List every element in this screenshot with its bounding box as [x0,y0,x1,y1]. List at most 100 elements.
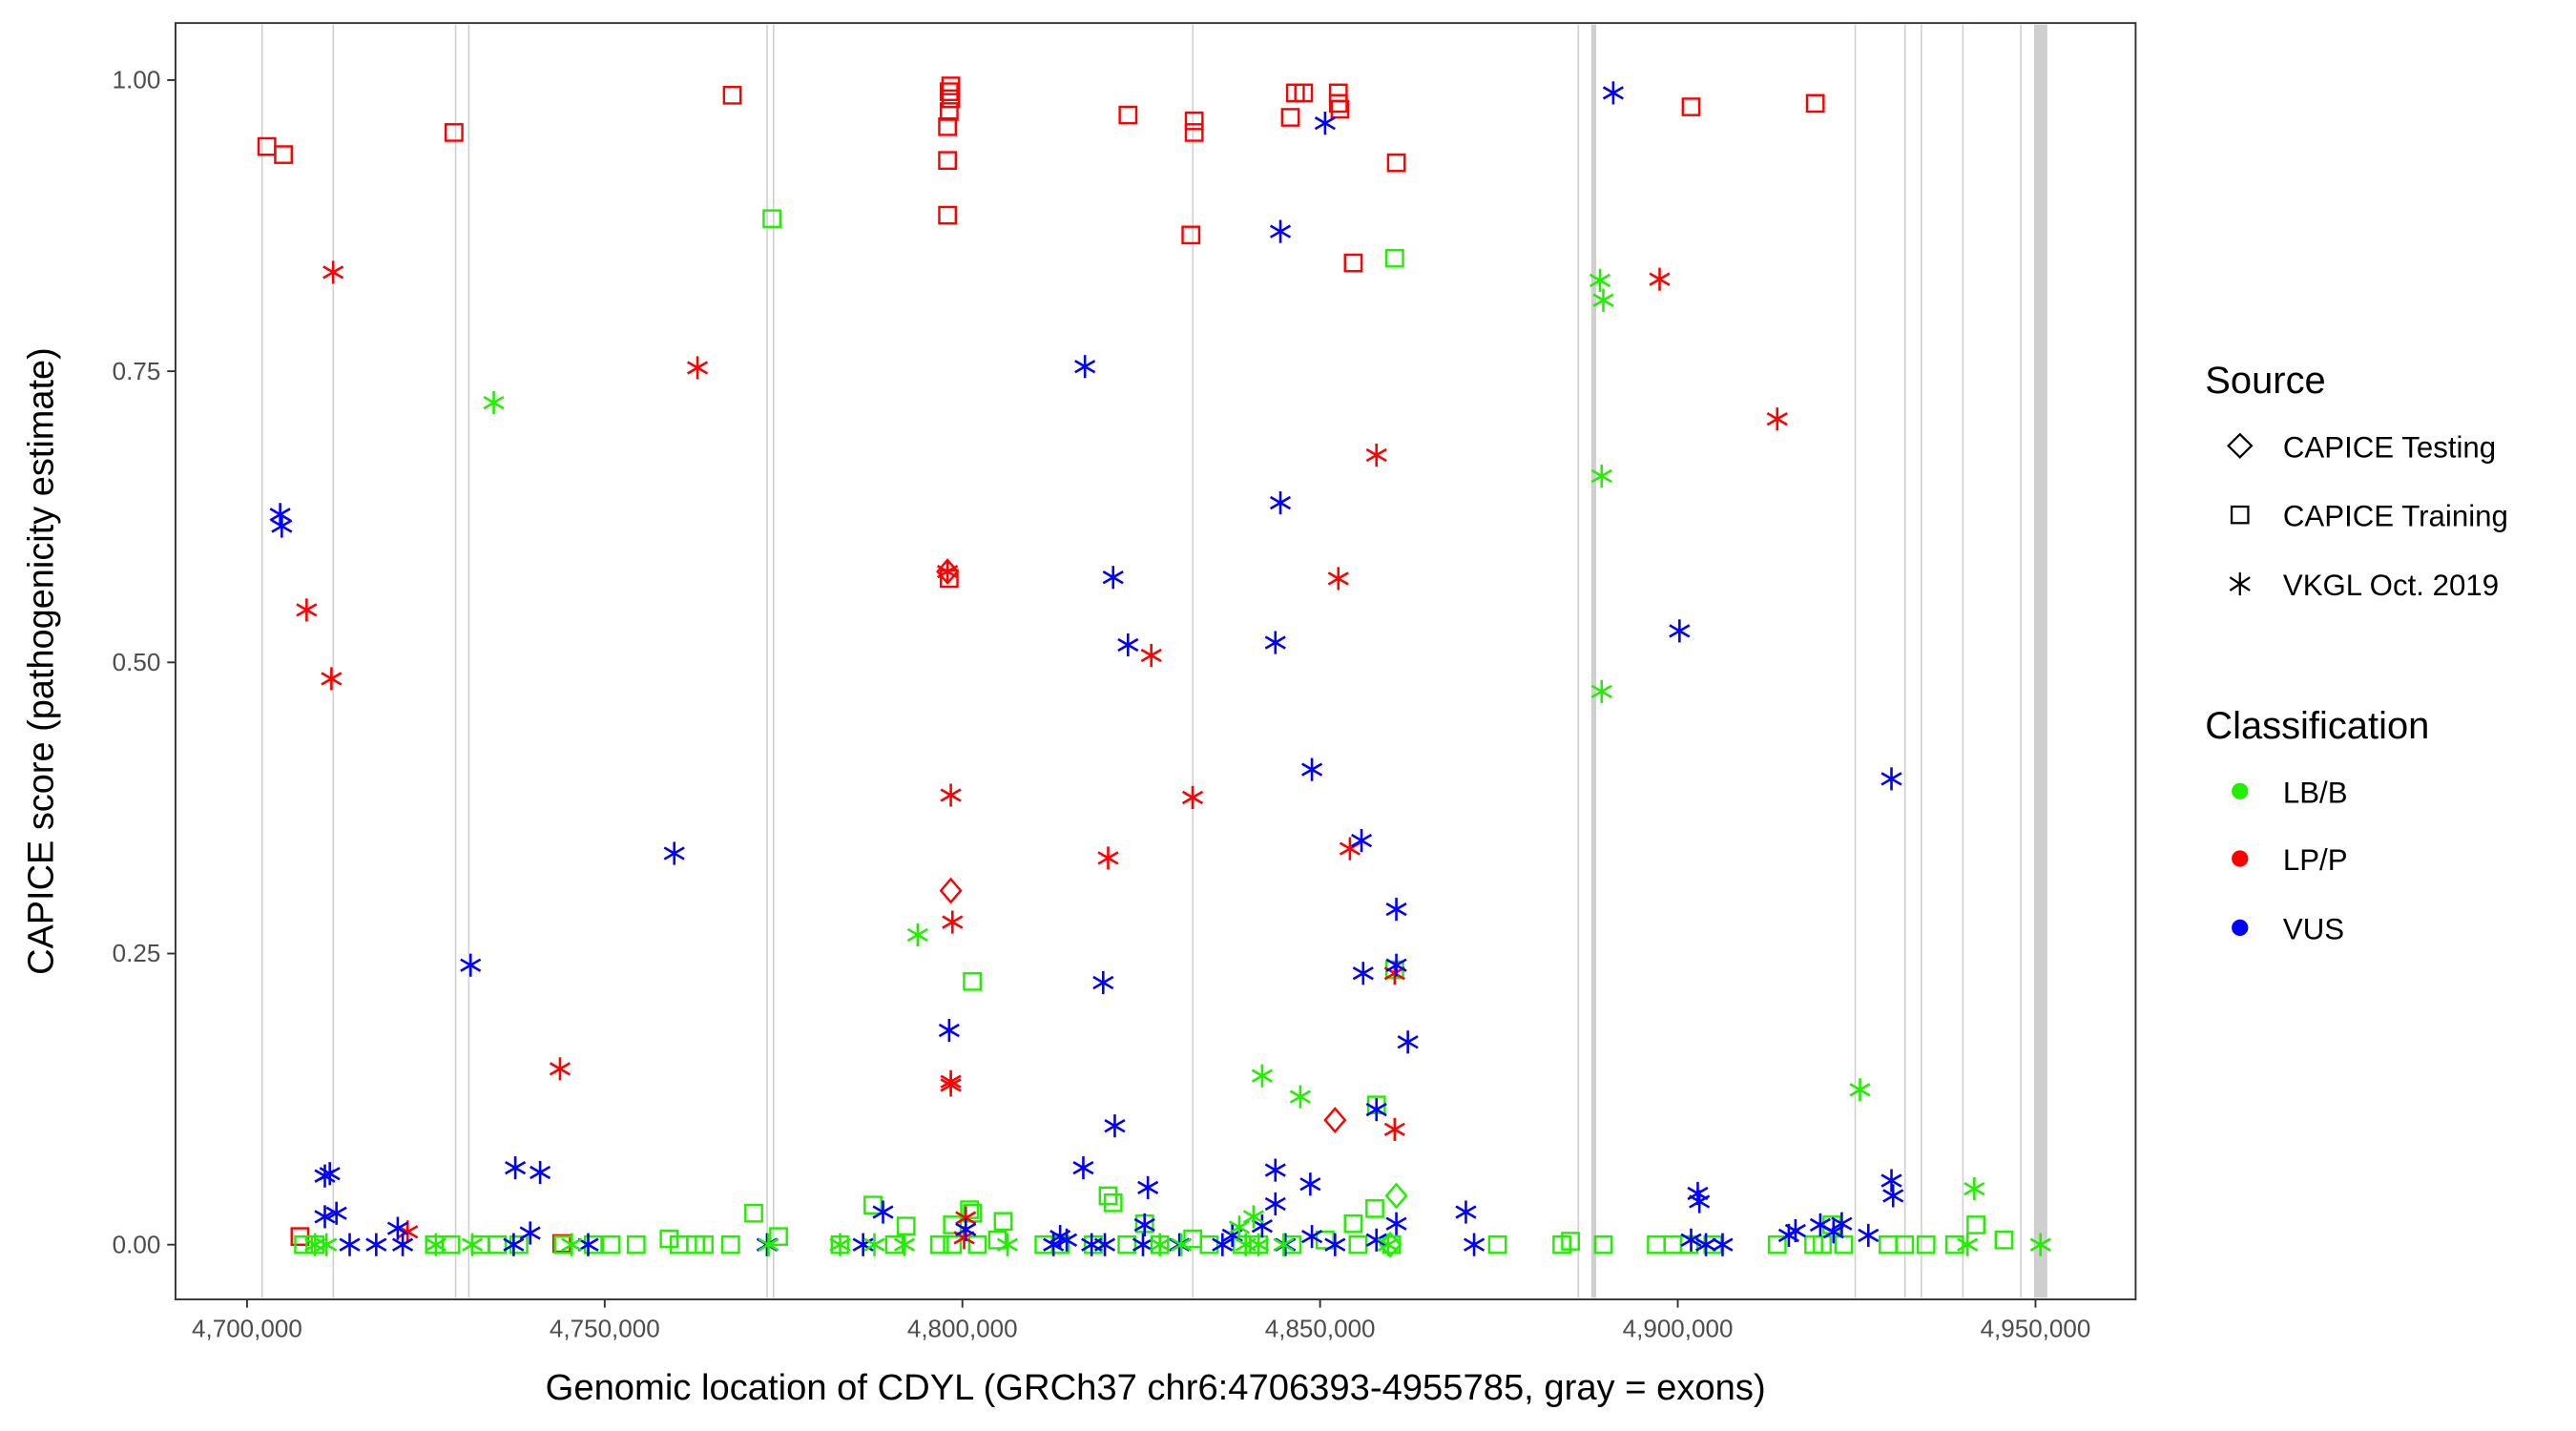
data-point-vkgl-vus [1455,1200,1477,1224]
data-point-vkgl-vus [365,1233,387,1256]
asterisk-stroke [425,1237,447,1252]
asterisk-stroke [893,1237,916,1252]
y-tick-label: 0.75 [113,359,161,385]
asterisk-stroke [1289,1089,1311,1104]
data-point-vkgl-lbb [1592,288,1614,312]
data-point-vkgl-vus [519,1221,541,1245]
data-point-vkgl-lpp [549,1057,571,1081]
asterisk-stroke [1092,975,1114,990]
data-point-vkgl-vus [1264,1192,1286,1216]
exon-band [1577,24,1580,1298]
data-point-training-lbb [863,1195,883,1215]
asterisk-stroke [1102,570,1124,585]
asterisk-stroke [1592,293,1614,307]
asterisk-stroke [1117,637,1139,653]
data-point-training-lpp [1280,108,1300,127]
data-point-vkgl-vus [1397,1030,1419,1054]
asterisk-stroke [1248,1237,1270,1252]
y-tick-label: 0.25 [113,941,161,967]
data-point-vkgl-lbb [1963,1177,1985,1201]
asterisk-stroke [1132,1237,1154,1252]
asterisk-stroke [2029,1237,2051,1252]
asterisk-stroke [1350,833,1373,848]
asterisk-stroke [392,1237,414,1252]
data-point-vkgl-lpp [1383,1117,1405,1141]
data-point-vkgl-vus [663,841,685,865]
data-point-training-lbb [963,971,983,991]
data-point-vkgl-vus [392,1233,414,1256]
exon-band [1192,24,1194,1298]
data-point-training-lpp [1184,111,1204,131]
data-point-training-lpp [444,123,464,142]
asterisk-stroke [316,1237,338,1252]
asterisk-stroke [1822,1225,1844,1239]
asterisk-stroke [1957,1237,1979,1252]
legend-item-testing: CAPICE Testing [2283,430,2496,464]
asterisk-stroke [1464,1237,1485,1252]
data-point-vkgl-vus [1269,219,1292,243]
data-point-training-lpp [938,116,958,136]
asterisk-stroke [319,1167,341,1181]
x-tick-label: 4,800,000 [907,1317,1018,1343]
legend-classification-title: Classification [2205,705,2429,747]
data-point-training-lbb [1487,1234,1507,1255]
data-point-training-lpp [1181,225,1201,245]
legend-dot-vus [2232,919,2249,937]
data-point-vkgl-vus [1689,1190,1711,1213]
y-tick-label: 0.50 [113,650,161,676]
data-point-vkgl-vus [1880,1169,1902,1192]
data-point-vkgl-lbb [1242,1205,1264,1229]
data-point-vkgl-vus [1350,829,1373,853]
data-point-training-lpp [1328,83,1348,103]
data-points [257,76,2051,1258]
data-point-training-lbb [659,1229,679,1249]
asterisk-stroke [549,1062,571,1076]
asterisk-stroke [577,1237,599,1252]
data-point-training-lbb [1944,1234,1964,1255]
data-point-training-lbb [1365,1199,1384,1218]
data-point-vkgl-lbb [1251,1064,1273,1088]
asterisk-stroke [1327,571,1349,586]
data-point-vkgl-lbb [1849,1078,1871,1102]
data-point-training-lbb [488,1234,508,1255]
data-point-training-lpp [938,151,958,171]
exon-band [260,24,263,1298]
asterisk-stroke [1212,1237,1234,1252]
exon-bands [260,24,2047,1298]
data-point-training-lbb [1647,1234,1666,1255]
asterisk-stroke [1858,1228,1880,1243]
asterisk-stroke [1383,1122,1405,1136]
asterisk-stroke [1264,1196,1286,1212]
asterisk-stroke [1880,1173,1902,1188]
data-point-vkgl-vus [1092,970,1114,995]
data-point-vkgl-vus [1602,81,1624,105]
asterisk-stroke [519,1226,541,1240]
asterisk-stroke [1269,495,1292,510]
asterisk-stroke [1301,762,1323,777]
asterisk-stroke [1097,851,1119,865]
asterisk-stroke [1049,1229,1071,1244]
data-point-vkgl-lpp [940,783,962,807]
asterisk-stroke [1669,624,1691,638]
exon-band [1962,24,1964,1298]
data-point-vkgl-lbb [893,1233,916,1256]
data-point-training-lpp [1386,153,1406,173]
data-point-training-lbb [1103,1192,1123,1213]
asterisk-stroke [1784,1223,1806,1238]
asterisk-stroke [505,1160,527,1175]
asterisk-stroke [339,1237,361,1252]
data-point-training-lpp [938,205,958,225]
data-point-training-lpp [1294,83,1314,103]
asterisk-stroke [1251,1068,1273,1083]
data-point-training-lpp [941,76,961,95]
asterisk-stroke [460,958,482,972]
exon-band [1921,24,1922,1298]
data-point-vkgl-lpp [322,260,344,284]
data-point-training-lbb [1834,1234,1854,1255]
data-point-vkgl-lpp [1339,837,1361,861]
data-point-training-lbb [441,1234,461,1255]
asterisk-stroke [1831,1216,1853,1231]
data-point-training-lbb [884,1234,904,1255]
data-point-vkgl-vus [1299,1172,1321,1196]
